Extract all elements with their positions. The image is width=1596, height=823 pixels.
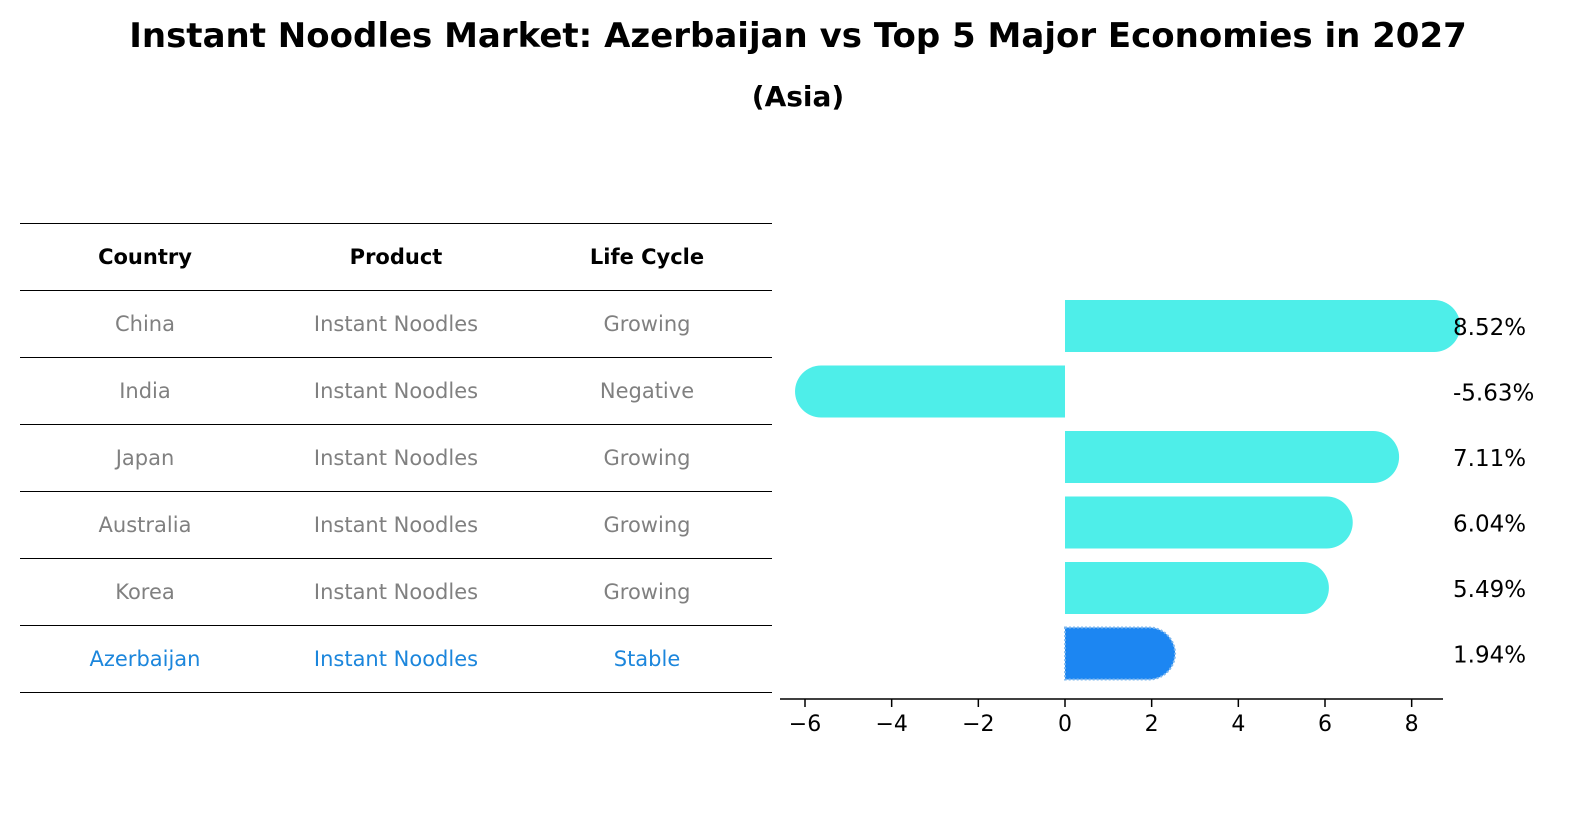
bar-azerbaijan — [1064, 626, 1177, 681]
table-row-highlight: Azerbaijan Instant Noodles Stable — [20, 626, 772, 693]
value-label: 7.11% — [1453, 446, 1526, 472]
product-cell: Instant Noodles — [313, 513, 479, 537]
header-country: Country — [98, 245, 192, 269]
data-table: Country Product Life Cycle China Instant… — [20, 223, 772, 693]
life-cycle-cell: Growing — [603, 446, 691, 470]
bar-chart: 8.52% -5.63% 7.11% 6.04% 5.49% 1.94% −6 −4 −2 0 2 4… — [780, 300, 1534, 737]
table-row: China Instant Noodles Growing — [20, 291, 772, 358]
x-tick-label: 0 — [1058, 712, 1072, 737]
life-cycle-cell: Negative — [599, 379, 695, 403]
life-cycle-cell: Growing — [603, 312, 691, 336]
country-cell: India — [119, 379, 171, 403]
product-cell: Instant Noodles — [313, 446, 479, 470]
value-label: 5.49% — [1453, 577, 1526, 603]
x-tick-label: 8 — [1405, 712, 1419, 737]
x-tick-label: 4 — [1231, 712, 1245, 737]
x-tick-label: −6 — [789, 712, 821, 737]
bar-china — [1065, 300, 1461, 352]
chart-subtitle: (Asia) — [751, 80, 845, 113]
life-cycle-cell: Stable — [613, 647, 681, 671]
x-tick-label: −2 — [962, 712, 994, 737]
product-cell: Instant Noodles — [313, 580, 479, 604]
value-label: -5.63% — [1453, 381, 1534, 407]
life-cycle-cell: Growing — [603, 513, 691, 537]
bar-korea — [1065, 562, 1329, 614]
x-tick-label: 2 — [1145, 712, 1159, 737]
country-cell: China — [115, 312, 175, 336]
header-life-cycle: Life Cycle — [589, 245, 705, 269]
product-cell: Instant Noodles — [313, 312, 479, 336]
bar-india — [795, 365, 1065, 418]
life-cycle-cell: Growing — [603, 580, 691, 604]
value-label: 8.52% — [1453, 315, 1526, 341]
country-cell: Korea — [115, 580, 175, 604]
x-tick-label: −4 — [875, 712, 907, 737]
table-row: Australia Instant Noodles Growing — [20, 492, 772, 559]
table-row: Korea Instant Noodles Growing — [20, 559, 772, 626]
x-tick-label: 6 — [1318, 712, 1332, 737]
country-cell: Azerbaijan — [89, 647, 201, 671]
value-label: 1.94% — [1453, 643, 1526, 669]
bar-australia — [1065, 496, 1353, 549]
table-header-row: Country Product Life Cycle — [20, 223, 772, 291]
chart-title: Instant Noodles Market: Azerbaijan vs To… — [129, 16, 1467, 56]
bar-japan — [1065, 431, 1400, 483]
value-label: 6.04% — [1453, 512, 1526, 538]
table-row: India Instant Noodles Negative — [20, 358, 772, 425]
header-product: Product — [349, 245, 443, 269]
country-cell: Australia — [98, 513, 192, 537]
product-cell: Instant Noodles — [313, 647, 479, 671]
product-cell: Instant Noodles — [313, 379, 479, 403]
country-cell: Japan — [115, 446, 175, 470]
table-row: Japan Instant Noodles Growing — [20, 425, 772, 492]
